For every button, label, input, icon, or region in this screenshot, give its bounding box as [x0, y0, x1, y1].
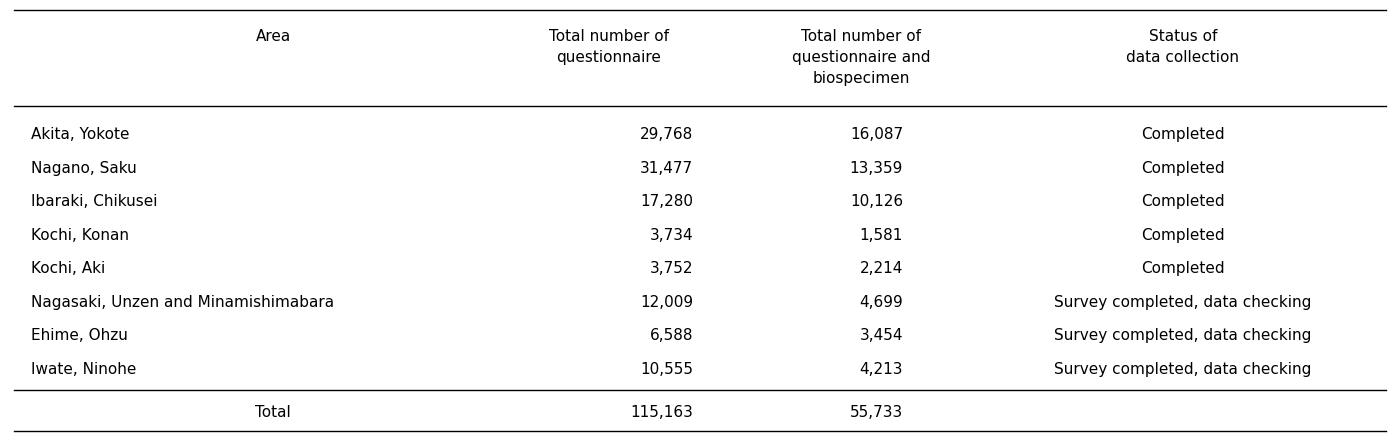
Text: Total: Total [255, 405, 291, 420]
Text: 3,734: 3,734 [650, 228, 693, 243]
Text: Ehime, Ohzu: Ehime, Ohzu [31, 328, 127, 343]
Text: Kochi, Konan: Kochi, Konan [31, 228, 129, 243]
Text: Completed: Completed [1141, 161, 1225, 176]
Text: Status of
data collection: Status of data collection [1127, 29, 1239, 65]
Text: 1,581: 1,581 [860, 228, 903, 243]
Text: 3,752: 3,752 [650, 261, 693, 276]
Text: 17,280: 17,280 [640, 194, 693, 209]
Text: 115,163: 115,163 [630, 405, 693, 420]
Text: Iwate, Ninohe: Iwate, Ninohe [31, 362, 136, 377]
Text: Total number of
questionnaire: Total number of questionnaire [549, 29, 669, 65]
Text: 31,477: 31,477 [640, 161, 693, 176]
Text: 10,126: 10,126 [850, 194, 903, 209]
Text: Survey completed, data checking: Survey completed, data checking [1054, 295, 1312, 310]
Text: 4,213: 4,213 [860, 362, 903, 377]
Text: Survey completed, data checking: Survey completed, data checking [1054, 362, 1312, 377]
Text: Ibaraki, Chikusei: Ibaraki, Chikusei [31, 194, 157, 209]
Text: Survey completed, data checking: Survey completed, data checking [1054, 328, 1312, 343]
Text: Nagasaki, Unzen and Minamishimabara: Nagasaki, Unzen and Minamishimabara [31, 295, 335, 310]
Text: Completed: Completed [1141, 127, 1225, 142]
Text: 12,009: 12,009 [640, 295, 693, 310]
Text: 16,087: 16,087 [850, 127, 903, 142]
Text: 2,214: 2,214 [860, 261, 903, 276]
Text: Nagano, Saku: Nagano, Saku [31, 161, 137, 176]
Text: Completed: Completed [1141, 228, 1225, 243]
Text: Area: Area [255, 29, 291, 44]
Text: 10,555: 10,555 [640, 362, 693, 377]
Text: Total number of
questionnaire and
biospecimen: Total number of questionnaire and biospe… [792, 29, 930, 86]
Text: 4,699: 4,699 [860, 295, 903, 310]
Text: 6,588: 6,588 [650, 328, 693, 343]
Text: 29,768: 29,768 [640, 127, 693, 142]
Text: Completed: Completed [1141, 194, 1225, 209]
Text: Completed: Completed [1141, 261, 1225, 276]
Text: 55,733: 55,733 [850, 405, 903, 420]
Text: 3,454: 3,454 [860, 328, 903, 343]
Text: 13,359: 13,359 [850, 161, 903, 176]
Text: Kochi, Aki: Kochi, Aki [31, 261, 105, 276]
Text: Akita, Yokote: Akita, Yokote [31, 127, 129, 142]
